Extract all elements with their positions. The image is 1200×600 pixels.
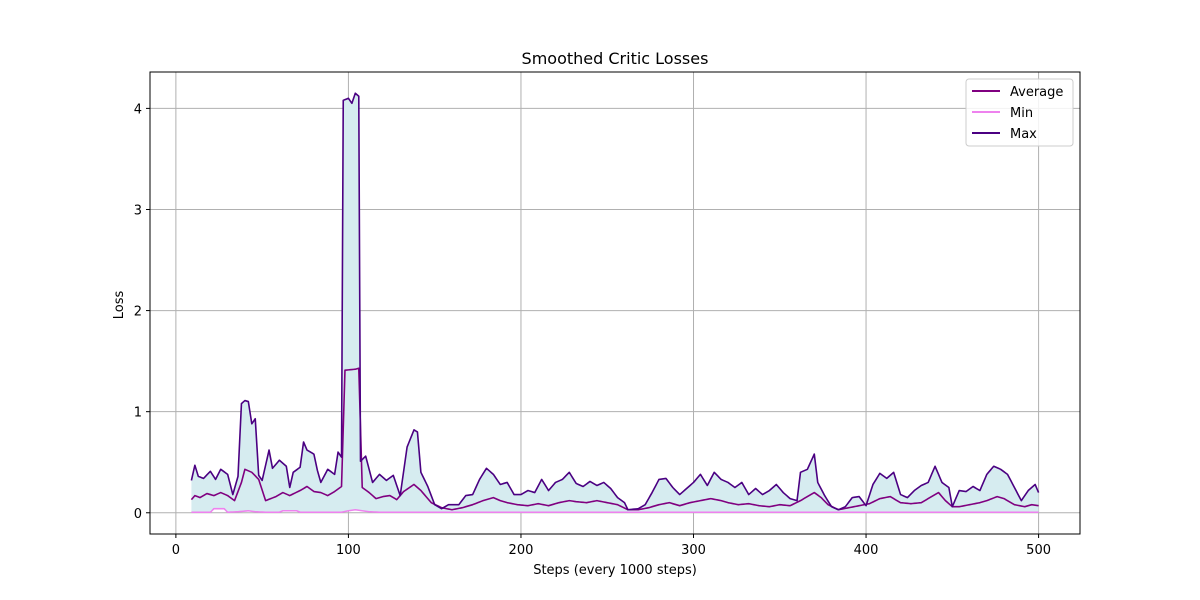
chart-title: Smoothed Critic Losses bbox=[522, 49, 709, 68]
legend-label: Min bbox=[1010, 106, 1033, 121]
x-axis-label: Steps (every 1000 steps) bbox=[533, 563, 697, 578]
x-tick-label: 0 bbox=[172, 543, 180, 558]
y-tick-label: 4 bbox=[134, 102, 142, 117]
legend: Average Min Max bbox=[965, 78, 1074, 147]
x-tick-label: 100 bbox=[336, 543, 361, 558]
min-max-fill-area bbox=[191, 93, 1039, 513]
x-tick-label: 200 bbox=[509, 543, 534, 558]
y-tick-label: 2 bbox=[134, 305, 142, 320]
axis-ticks: 0 100 200 300 400 500 0 1 2 3 4 bbox=[134, 102, 1051, 558]
series-line-max bbox=[190, 92, 1040, 511]
legend-box bbox=[965, 78, 1074, 147]
legend-label: Max bbox=[1010, 127, 1037, 142]
x-tick-label: 400 bbox=[854, 543, 879, 558]
series-line-min bbox=[191, 507, 1039, 514]
y-axis-label: Loss bbox=[112, 291, 127, 320]
y-tick-label: 0 bbox=[134, 507, 142, 522]
series-lines bbox=[190, 92, 1040, 514]
x-tick-label: 500 bbox=[1026, 543, 1051, 558]
x-tick-label: 300 bbox=[681, 543, 706, 558]
legend-label: Average bbox=[1010, 85, 1063, 100]
series-line-average bbox=[190, 367, 1039, 511]
y-tick-label: 1 bbox=[134, 406, 142, 421]
axes-frame bbox=[149, 71, 1081, 535]
y-tick-label: 3 bbox=[134, 203, 142, 218]
